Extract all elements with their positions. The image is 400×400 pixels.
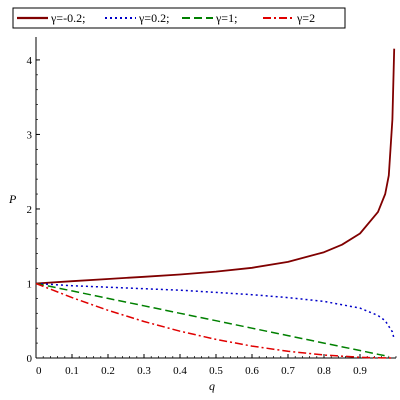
x-tick-label: 0.7: [281, 365, 295, 377]
axes: 0 1 2 3 4 0 0.1 0.2 0.3 0.4 0.5 0.6 0.7 0.8 0.9: [27, 37, 397, 377]
x-tick-label: 0.2: [101, 365, 115, 377]
y-tick-label: 3: [27, 129, 33, 141]
y-tick-label: 2: [27, 204, 33, 216]
y-tick-label: 0: [27, 353, 33, 365]
series-layer: [35, 48, 396, 359]
y-tick-label: 1: [27, 278, 33, 290]
x-tick-label: 0: [36, 365, 42, 377]
series-line-4: [35, 282, 393, 359]
x-axis-label: q: [209, 379, 215, 393]
series-line-2: [35, 282, 395, 340]
legend-label-3: γ=1;: [215, 11, 237, 25]
y-axis-label: P: [8, 192, 17, 206]
x-tick-label: 0.8: [317, 365, 331, 377]
x-tick-label: 0.4: [173, 365, 187, 377]
series-line-1: [35, 48, 396, 285]
legend-label-2: γ=0.2;: [138, 11, 169, 25]
x-tick-label: 0.5: [209, 365, 223, 377]
y-tick-label: 4: [27, 55, 33, 67]
legend-label-4: γ=2: [296, 11, 315, 25]
series-line-3: [35, 282, 389, 358]
x-tick-label: 0.6: [245, 365, 259, 377]
legend-box: [12, 7, 346, 29]
x-tick-label: 0.3: [137, 365, 151, 377]
x-tick-label: 0.9: [353, 365, 367, 377]
legend: γ=-0.2; γ=0.2; γ=1; γ=2: [12, 7, 346, 29]
x-tick-label: 0.1: [65, 365, 79, 377]
legend-label-1: γ=-0.2;: [50, 11, 85, 25]
